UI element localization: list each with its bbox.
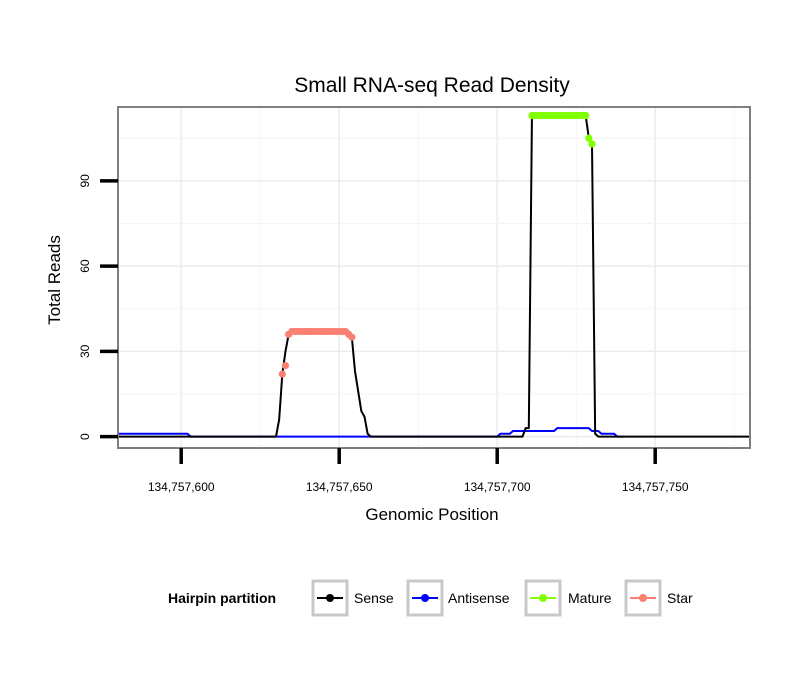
y-tick-label: 30	[78, 344, 92, 358]
x-axis: 134,757,600 134,757,650 134,757,700 134,757…	[148, 448, 689, 494]
data-point-mature	[582, 111, 590, 120]
legend-title: Hairpin partition	[168, 590, 276, 606]
y-tick-label: 0	[78, 433, 92, 440]
y-tick-label: 90	[78, 174, 92, 188]
data-point-mature	[588, 140, 596, 148]
legend-key-dot	[421, 594, 429, 602]
y-axis: 0 30 60 90	[78, 174, 118, 440]
legend-item-star: Star	[624, 579, 693, 617]
legend-key-dot	[539, 594, 547, 602]
data-point-star	[278, 370, 286, 378]
legend-item-antisense: Antisense	[406, 579, 510, 617]
legend-item-mature: Mature	[524, 579, 612, 617]
data-point-mature	[585, 134, 593, 142]
legend-label: Star	[667, 590, 693, 606]
x-tick-label: 134,757,750	[622, 480, 689, 494]
y-axis-title: Total Reads	[45, 235, 64, 325]
legend-label: Sense	[354, 590, 394, 606]
plot-background	[118, 107, 750, 448]
legend: Hairpin partition Sense Antisense Mature St…	[168, 579, 693, 617]
series-layer	[118, 111, 750, 438]
legend-label: Antisense	[448, 590, 510, 606]
y-tick-label: 60	[78, 259, 92, 273]
legend-item-sense: Sense	[311, 579, 394, 617]
x-tick-label: 134,757,650	[306, 480, 373, 494]
x-tick-label: 134,757,700	[464, 480, 531, 494]
data-point-star	[348, 333, 356, 341]
x-axis-title: Genomic Position	[365, 505, 498, 524]
data-point-star	[281, 361, 290, 370]
chart-title: Small RNA-seq Read Density	[294, 74, 570, 97]
series-line-antisense	[118, 427, 624, 438]
plot-border	[117, 106, 751, 449]
legend-key-dot	[639, 594, 647, 602]
legend-key-dot	[326, 594, 334, 602]
legend-label: Mature	[568, 590, 612, 606]
x-tick-label: 134,757,600	[148, 480, 215, 494]
